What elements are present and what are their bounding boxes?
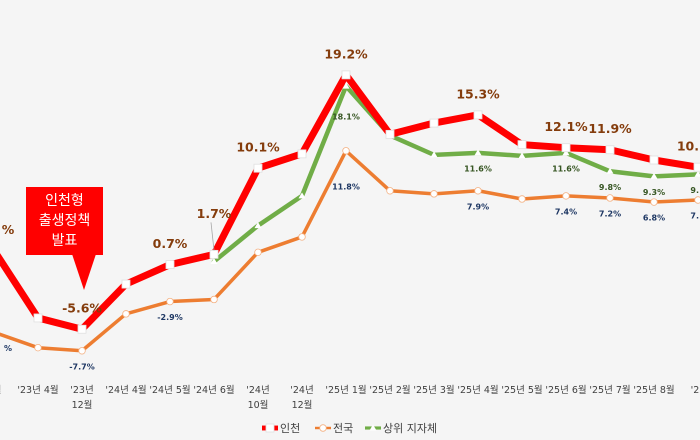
marker: [33, 313, 43, 323]
legend-label: 인천: [280, 422, 301, 435]
marker: [253, 163, 263, 173]
x-tick-label: '25년 1월: [325, 385, 367, 396]
x-tick-label: '24년 6월: [193, 385, 235, 396]
legend-label: 전국: [333, 422, 354, 435]
marker: [319, 424, 327, 432]
x-tick-label: '25: [690, 385, 700, 396]
marker: [694, 196, 700, 204]
annotation: 인천형 출생정책 발표: [26, 187, 103, 255]
annotation-arrow: [72, 254, 96, 290]
marker: [650, 172, 658, 179]
marker: [561, 143, 571, 153]
marker: [429, 118, 439, 128]
marker: [210, 258, 218, 265]
data-label: 18.1%: [332, 113, 360, 122]
marker: [474, 149, 482, 156]
marker: [562, 149, 570, 156]
data-label: %: [2, 222, 15, 237]
data-label: 9.3%: [643, 188, 665, 197]
marker: [650, 198, 658, 206]
data-label: 11.9%: [588, 121, 632, 136]
data-label: 7.4%: [555, 207, 577, 216]
marker: [606, 167, 614, 174]
series-line: [211, 83, 700, 264]
x-tick-label: '24년 4월: [105, 385, 147, 396]
x-tick-label: '23년 4월: [17, 385, 59, 396]
data-label: 6.8%: [643, 214, 665, 223]
marker: [518, 152, 526, 159]
data-label: 19.2%: [324, 46, 368, 61]
marker: [34, 343, 42, 352]
data-label: 11.6%: [464, 164, 492, 173]
marker: [77, 324, 87, 334]
marker: [297, 149, 307, 159]
marker: [298, 192, 306, 199]
marker: [298, 233, 306, 241]
marker: [430, 151, 438, 158]
marker: [78, 347, 86, 355]
series-line: [0, 149, 700, 353]
data-label: 11.8%: [332, 182, 360, 191]
data-label: 7.9%: [467, 202, 489, 211]
marker: [254, 222, 262, 229]
data-label: -5.6%: [62, 301, 102, 316]
marker: [562, 192, 570, 200]
data-label: 12.1%: [544, 119, 588, 134]
data-label: 0.7%: [153, 236, 188, 251]
x-tick-label: '23년 12월: [70, 385, 94, 411]
marker: [210, 295, 218, 304]
data-label: 10.: [677, 139, 699, 154]
x-tick-label: '25년 2월: [369, 385, 411, 396]
marker: [341, 70, 351, 80]
marker: [693, 162, 700, 172]
marker: [265, 423, 275, 433]
leader-line: [210, 222, 215, 251]
legend-label: 상위 지자체: [383, 422, 438, 435]
marker: [474, 187, 482, 195]
marker: [165, 260, 175, 270]
marker: [369, 424, 377, 431]
marker: [605, 145, 615, 155]
marker: [121, 279, 131, 289]
marker: [386, 187, 394, 195]
marker: [694, 170, 700, 177]
data-label: 9.8%: [599, 183, 621, 192]
data-label: 10.1%: [236, 140, 280, 155]
x-tick-label: '25년 6월: [545, 385, 587, 396]
x-tick-label: '25년 5월: [501, 385, 543, 396]
data-label: 1.7%: [197, 206, 232, 221]
x-tick-label: '25년 7월: [589, 385, 631, 396]
data-label: 7.2%: [599, 209, 621, 218]
data-label: 7.: [690, 212, 699, 221]
data-label: -7.7%: [69, 362, 95, 371]
data-label: %: [4, 344, 12, 353]
x-tick-label: '24년 12월: [290, 385, 314, 411]
marker: [473, 110, 483, 120]
marker: [166, 297, 174, 306]
data-label: 9.: [690, 186, 699, 195]
marker: [649, 155, 659, 165]
x-tick-label: '24년 5월: [149, 385, 191, 396]
marker: [385, 129, 395, 139]
data-label: 11.6%: [552, 164, 580, 173]
marker: [342, 147, 350, 155]
marker: [518, 195, 526, 203]
x-tick-label: '25년 3월: [413, 385, 455, 396]
marker: [430, 190, 438, 198]
marker: [342, 82, 350, 89]
data-label: -2.9%: [157, 313, 183, 322]
x-tick-label: '24년 10월: [246, 385, 270, 411]
x-tick-label: '25년 4월: [457, 385, 499, 396]
x-tick-label: 1월: [0, 383, 24, 398]
marker: [254, 248, 262, 257]
marker: [606, 194, 614, 202]
data-label: 15.3%: [456, 86, 500, 101]
x-tick-label: '25년 8월: [633, 385, 675, 396]
marker: [122, 310, 130, 318]
marker: [209, 249, 219, 259]
marker: [517, 140, 527, 150]
